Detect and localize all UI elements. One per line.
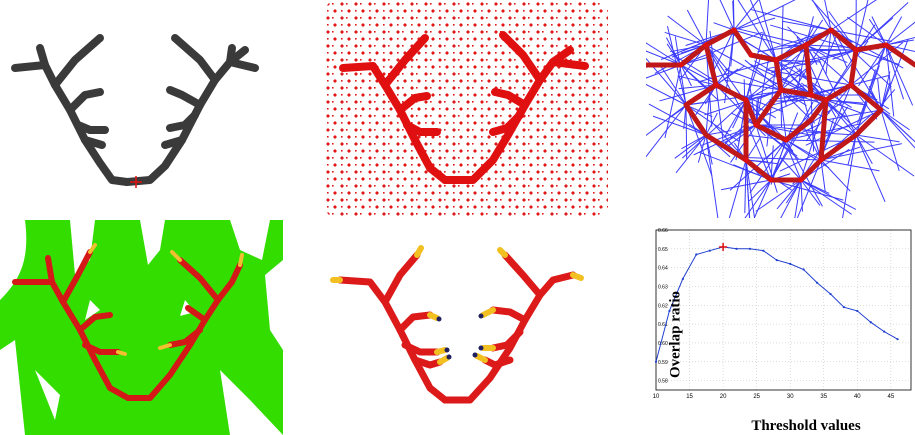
data-point (869, 321, 872, 324)
y-tick-label: 0.58 (658, 379, 668, 385)
vessel-tree-overlay (12, 249, 243, 401)
data-point (842, 306, 845, 309)
vessel-tree (339, 31, 589, 184)
x-tick-labels: 10 15 20 25 30 35 40 45 (653, 394, 895, 400)
plot-frame (655, 229, 912, 391)
tip-markers (436, 313, 484, 360)
vessel-result-panel (325, 220, 608, 435)
y-tick-label: 0.60 (658, 341, 668, 347)
y-tick-label: 0.62 (658, 303, 668, 309)
y-axis-label: Overlap ratio (667, 290, 684, 379)
x-tick-label: 15 (686, 394, 693, 400)
x-tick-label: 35 (820, 394, 827, 400)
x-tick-label: 10 (653, 394, 660, 400)
y-tick-label: 0.61 (658, 322, 668, 328)
overlap-series-points (654, 245, 899, 363)
projection-figure (646, 0, 915, 218)
graph-nodes (678, 27, 889, 183)
root-marker-icon (130, 176, 142, 188)
distance-field-panel (0, 220, 283, 435)
x-tick-label: 30 (787, 394, 794, 400)
data-point (829, 292, 832, 296)
data-point (883, 330, 886, 333)
x-tick-label: 45 (888, 394, 895, 400)
branch-tips (88, 243, 244, 356)
data-point (654, 360, 658, 363)
overlap-chart-panel: 10 15 20 25 30 35 40 45 0.58 0.59 0.60 0.61 0.62 0.6… (646, 222, 915, 435)
skeleton-panel (0, 0, 290, 215)
y-tick-label: 0.63 (658, 284, 668, 290)
sample-points-figure (325, 0, 608, 218)
x-tick-label: 25 (753, 394, 760, 400)
y-tick-labels: 0.58 0.59 0.60 0.61 0.62 0.63 0.64 0.65 0.66 (658, 228, 668, 385)
overlap-series-line (655, 246, 898, 362)
branch-endings (330, 245, 584, 365)
data-point (896, 338, 899, 341)
y-tick-label: 0.66 (658, 228, 668, 234)
x-tick-label: 20 (720, 394, 727, 400)
data-point (762, 249, 765, 252)
chart-grid (655, 229, 911, 390)
overlap-chart: 10 15 20 25 30 35 40 45 0.58 0.59 0.60 0.61 0.62 0.6… (653, 228, 912, 400)
y-tick-label: 0.59 (658, 360, 668, 366)
optimum-marker-icon (719, 242, 728, 251)
data-point (789, 262, 792, 265)
data-point (681, 277, 684, 281)
projection-panel (646, 0, 915, 218)
data-point (748, 247, 752, 250)
y-tick-label: 0.64 (658, 266, 668, 272)
data-point (775, 259, 778, 262)
sample-points-panel (325, 0, 608, 218)
vessel-result-figure (325, 220, 608, 435)
data-point (708, 249, 711, 252)
data-point (856, 309, 859, 313)
background-gaps (0, 220, 283, 435)
data-point (815, 281, 819, 284)
distance-field-figure (0, 220, 283, 435)
data-point (668, 309, 671, 313)
x-tick-label: 40 (854, 394, 861, 400)
vessel-tree-result (336, 251, 577, 404)
sample-points (325, 0, 608, 218)
data-point (695, 253, 698, 256)
x-axis-label: Threshold values (751, 418, 861, 434)
skeleton-figure (11, 34, 259, 188)
data-point (802, 268, 805, 271)
skeleton-tree (11, 34, 259, 186)
data-point (735, 247, 738, 250)
y-tick-label: 0.65 (658, 247, 668, 253)
